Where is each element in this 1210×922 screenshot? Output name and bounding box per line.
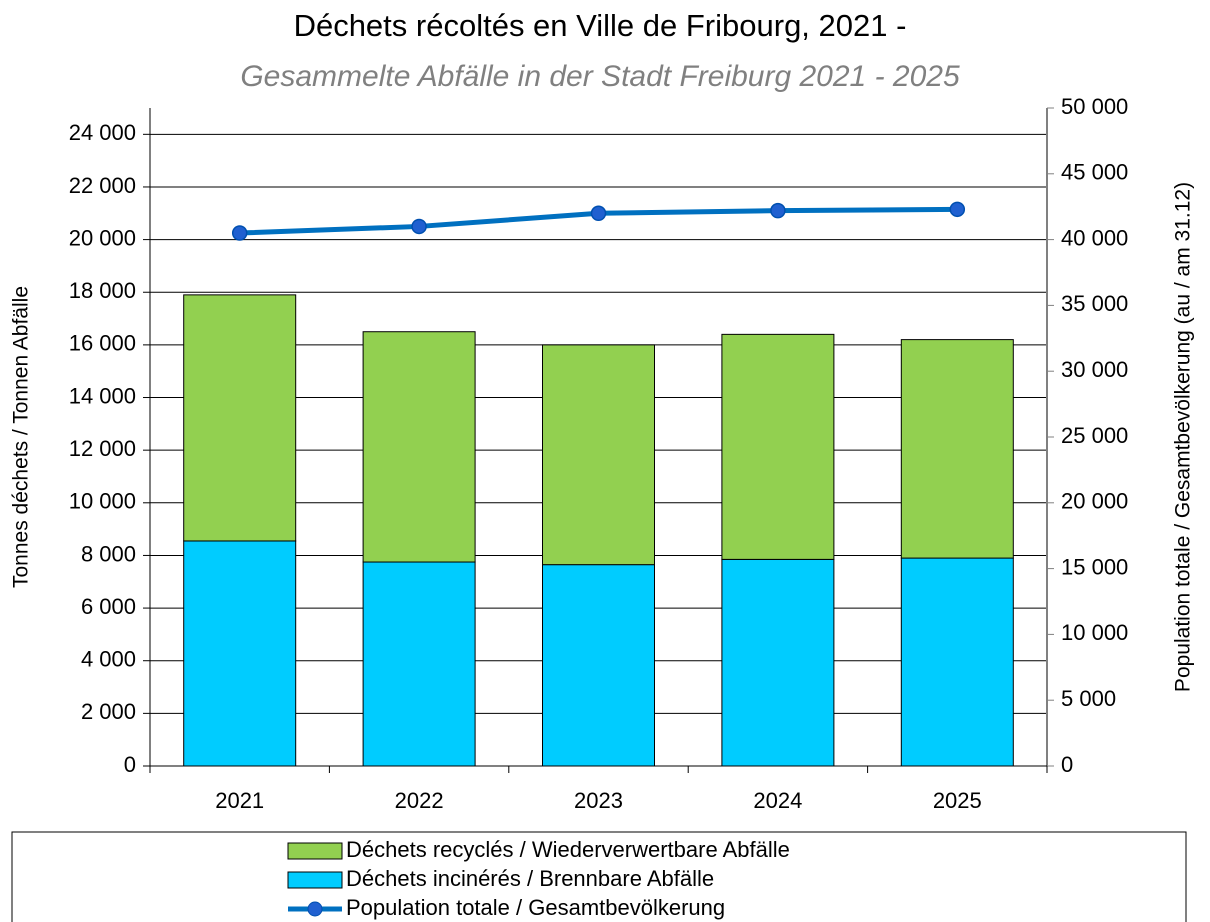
y-tick-label: 22 000 [69, 173, 136, 198]
y-tick-label: 2 000 [81, 699, 136, 724]
bar [721, 558, 835, 767]
y2-tick-label: 40 000 [1061, 225, 1128, 250]
legend-box [11, 831, 1187, 922]
legend-swatch [287, 871, 343, 889]
y2-axis-label: Population totale / Gesamtbevölkerung (a… [1172, 182, 1195, 692]
bar [362, 561, 476, 767]
x-tick-label: 2024 [753, 788, 802, 813]
y-tick-label: 14 000 [69, 383, 136, 408]
legend-marker [307, 901, 323, 917]
x-tick-label: 2022 [395, 788, 444, 813]
y-tick-label: 6 000 [81, 594, 136, 619]
bar [542, 344, 655, 566]
y-tick-label: 16 000 [69, 331, 136, 356]
y2-tick-label: 0 [1061, 752, 1073, 777]
y2-tick-label: 10 000 [1061, 620, 1128, 645]
bar [362, 331, 476, 563]
y-tick-label: 8 000 [81, 541, 136, 566]
bar [183, 540, 297, 767]
y2-tick-label: 20 000 [1061, 489, 1128, 514]
chart-subtitle: Gesammelte Abfälle in der Stadt Freiburg… [240, 60, 960, 93]
chart-title: Déchets récoltés en Ville de Fribourg, 2… [294, 8, 907, 43]
y-tick-label: 0 [124, 752, 136, 777]
bar [900, 557, 1014, 767]
point [590, 205, 607, 222]
y-tick-label: 18 000 [69, 278, 136, 303]
point [231, 225, 248, 241]
point [770, 202, 786, 219]
y2-tick-label: 5 000 [1061, 686, 1116, 711]
legend-label: Déchets recyclés / Wiederverwertbare Abf… [346, 837, 790, 862]
y2-tick-label: 15 000 [1061, 554, 1128, 579]
bar [900, 339, 1014, 559]
y-tick-label: 10 000 [69, 489, 136, 514]
y2-tick-label: 35 000 [1061, 291, 1128, 316]
y2-tick-label: 45 000 [1061, 160, 1128, 185]
y-tick-label: 20 000 [69, 225, 136, 250]
legend-label: Population totale / Gesamtbevölkerung [346, 895, 725, 920]
x-tick-label: 2023 [574, 788, 623, 813]
y2-tick-label: 30 000 [1061, 357, 1128, 382]
y2-tick-label: 25 000 [1061, 423, 1128, 448]
bar [183, 294, 297, 542]
bar [721, 333, 835, 560]
legend-label: Déchets incinérés / Brennbare Abfälle [346, 866, 714, 891]
x-tick-label: 2021 [215, 788, 264, 813]
point [411, 218, 427, 235]
y-tick-label: 4 000 [81, 647, 136, 672]
y-tick-label: 12 000 [69, 436, 136, 461]
bar [542, 564, 655, 767]
y2-tick-label: 50 000 [1061, 94, 1128, 119]
legend-swatch [287, 842, 343, 860]
y-axis-label: Tonnes déchets / Tonnen Abfälle [10, 286, 33, 588]
x-tick-label: 2025 [933, 788, 982, 813]
y-tick-label: 24 000 [69, 120, 136, 145]
point [949, 201, 966, 218]
